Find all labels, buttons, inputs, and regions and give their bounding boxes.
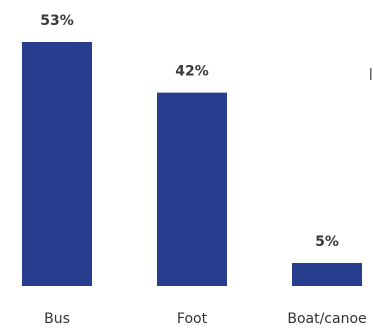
bar-foot	[157, 92, 227, 286]
bar-bus-group: 53% Bus	[22, 13, 92, 327]
bar-foot-group: 42% Foot	[157, 64, 227, 327]
category-label-foot: Foot	[177, 311, 208, 327]
value-label-boat-canoe: 5%	[315, 234, 339, 250]
category-label-boat-canoe: Boat/canoe	[287, 311, 366, 327]
category-label-bus: Bus	[44, 311, 70, 327]
bar-boat-canoe-group: 5% Boat/canoe	[287, 234, 366, 327]
bar-bus	[22, 42, 92, 286]
edge-tick-mark	[370, 68, 372, 80]
value-label-bus: 53%	[40, 13, 74, 29]
bar-boat-canoe	[292, 262, 362, 286]
value-label-foot: 42%	[175, 64, 209, 80]
